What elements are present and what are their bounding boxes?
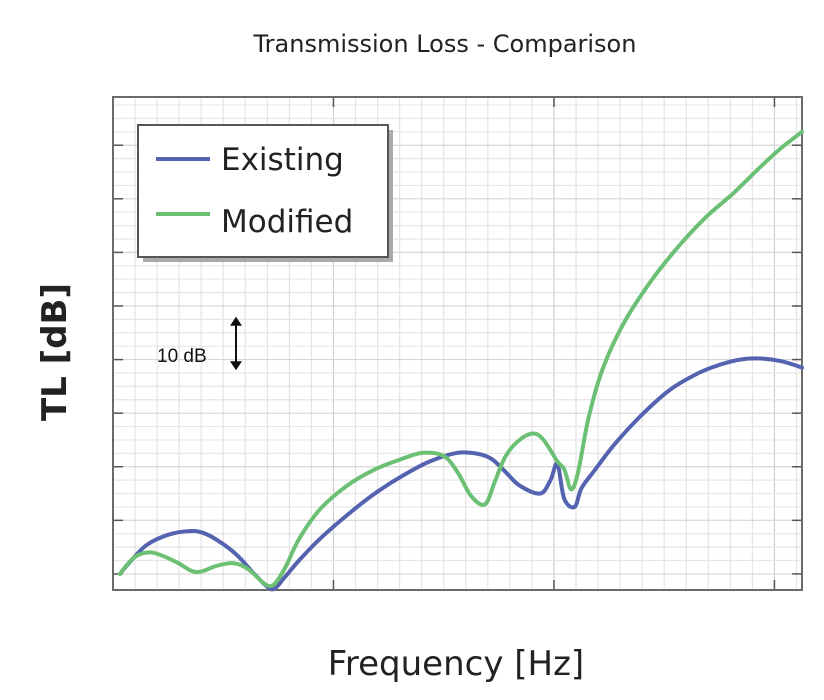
series-line-modified bbox=[117, 129, 804, 589]
arrowhead-down-icon bbox=[230, 361, 242, 371]
plot-frame bbox=[112, 96, 803, 591]
y-axis-label: TL [dB] bbox=[35, 283, 75, 421]
x-axis-label: Frequency [Hz] bbox=[328, 644, 584, 684]
series-line-existing bbox=[117, 356, 804, 592]
legend: Existing Modified bbox=[137, 124, 393, 262]
annotation-label: 10 dB bbox=[157, 346, 207, 367]
chart-title: Transmission Loss - Comparison bbox=[253, 30, 637, 58]
legend-label-modified: Modified bbox=[221, 204, 353, 240]
legend-label-existing: Existing bbox=[221, 142, 344, 178]
arrowhead-up-icon bbox=[230, 316, 242, 326]
legend-box bbox=[137, 124, 389, 258]
scale-annotation: 10 dB bbox=[157, 316, 242, 371]
